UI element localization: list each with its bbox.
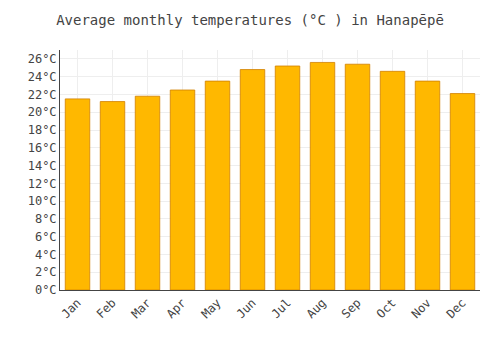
svg-text:0°C: 0°C bbox=[35, 283, 57, 297]
svg-text:Average monthly temperatures (: Average monthly temperatures (°C ) in Ha… bbox=[56, 12, 444, 28]
svg-text:10°C: 10°C bbox=[28, 194, 57, 208]
svg-text:Jan: Jan bbox=[59, 296, 84, 321]
svg-text:Dec: Dec bbox=[444, 296, 469, 321]
svg-text:Aug: Aug bbox=[304, 296, 329, 321]
svg-text:20°C: 20°C bbox=[28, 105, 57, 119]
svg-text:May: May bbox=[199, 296, 224, 321]
svg-text:Feb: Feb bbox=[94, 296, 119, 321]
svg-text:12°C: 12°C bbox=[28, 177, 57, 191]
svg-text:22°C: 22°C bbox=[28, 88, 57, 102]
svg-text:26°C: 26°C bbox=[28, 52, 57, 66]
svg-text:16°C: 16°C bbox=[28, 141, 57, 155]
svg-text:Oct: Oct bbox=[374, 296, 399, 321]
svg-text:Jun: Jun bbox=[234, 296, 259, 321]
svg-text:6°C: 6°C bbox=[35, 230, 57, 244]
svg-text:Sep: Sep bbox=[339, 296, 364, 321]
svg-text:4°C: 4°C bbox=[35, 248, 57, 262]
svg-text:2°C: 2°C bbox=[35, 265, 57, 279]
svg-text:Nov: Nov bbox=[409, 296, 434, 321]
svg-text:Apr: Apr bbox=[164, 296, 189, 321]
svg-text:Jul: Jul bbox=[269, 296, 294, 321]
svg-text:Mar: Mar bbox=[129, 296, 154, 321]
svg-text:24°C: 24°C bbox=[28, 70, 57, 84]
svg-text:8°C: 8°C bbox=[35, 212, 57, 226]
svg-text:18°C: 18°C bbox=[28, 123, 57, 137]
svg-text:14°C: 14°C bbox=[28, 159, 57, 173]
